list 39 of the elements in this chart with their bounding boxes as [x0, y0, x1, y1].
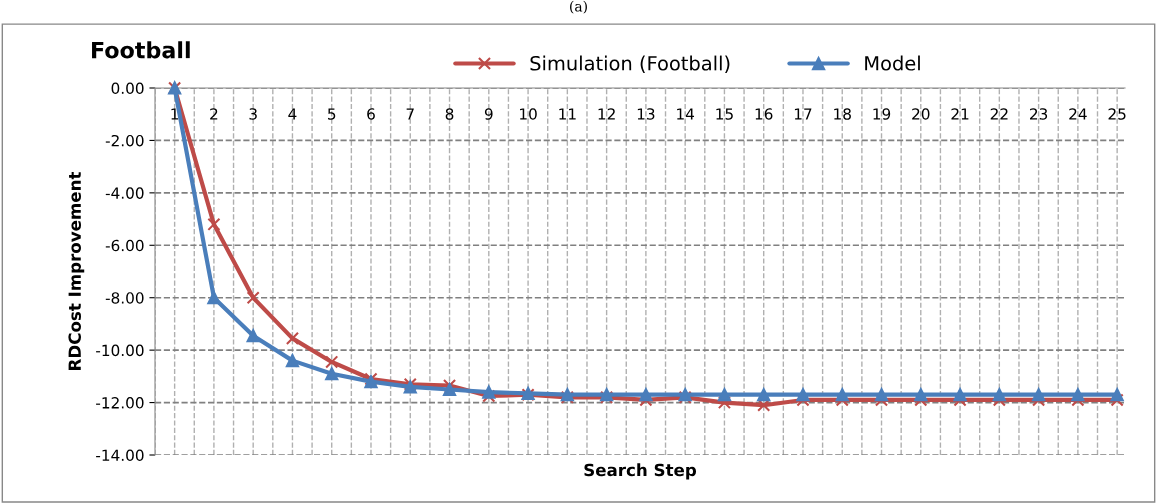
- x-tick-label: 7: [406, 108, 414, 120]
- x-tick-label: 3: [249, 108, 257, 120]
- x-tick-label: 18: [834, 108, 851, 120]
- x-tick-label: 5: [328, 108, 336, 120]
- x-tick-label: 10: [520, 108, 537, 120]
- x-tick-label: 20: [912, 108, 930, 120]
- y-tick-label: -6.00: [105, 239, 144, 252]
- y-tick-label: -14.00: [96, 449, 144, 462]
- x-tick-label: 21: [951, 108, 969, 120]
- legend-label: Simulation (Football): [530, 55, 730, 73]
- x-tick-label: 12: [598, 108, 615, 120]
- x-tick-label: 16: [755, 108, 773, 120]
- x-tick-label: 13: [637, 108, 655, 120]
- y-tick-label: -2.00: [105, 134, 144, 147]
- x-tick-label: 4: [288, 108, 297, 120]
- text: (a): [570, 0, 587, 14]
- y-tick-label: -8.00: [105, 292, 144, 304]
- x-tick-label: 15: [716, 108, 733, 120]
- x-tick-label: 17: [794, 108, 812, 120]
- x-tick-label: 6: [367, 108, 375, 120]
- x-tick-label: 22: [990, 108, 1008, 120]
- x-tick-label: 24: [1069, 108, 1087, 120]
- chart-title: Football: [92, 41, 190, 59]
- x-tick-label: 8: [445, 108, 454, 120]
- y-tick-label: -10.00: [96, 344, 144, 357]
- x-axis-title: Search Step: [584, 463, 697, 480]
- x-tick-label: 25: [1108, 108, 1126, 120]
- x-tick-label: 9: [484, 108, 493, 120]
- x-tick-label: 23: [1030, 108, 1048, 120]
- y-tick-label: -12.00: [96, 397, 144, 409]
- x-tick-label: 2: [210, 108, 218, 120]
- x-tick-label: 14: [677, 108, 695, 120]
- x-tick-label: 1: [171, 108, 179, 120]
- y-tick-label: -4.00: [105, 187, 144, 199]
- x-tick-label: 11: [559, 108, 576, 120]
- y-axis-title: RDCost Improvement: [68, 171, 85, 370]
- legend-label: Model: [865, 55, 920, 71]
- y-tick-label: 0.00: [111, 82, 144, 95]
- x-tick-label: 19: [873, 108, 891, 120]
